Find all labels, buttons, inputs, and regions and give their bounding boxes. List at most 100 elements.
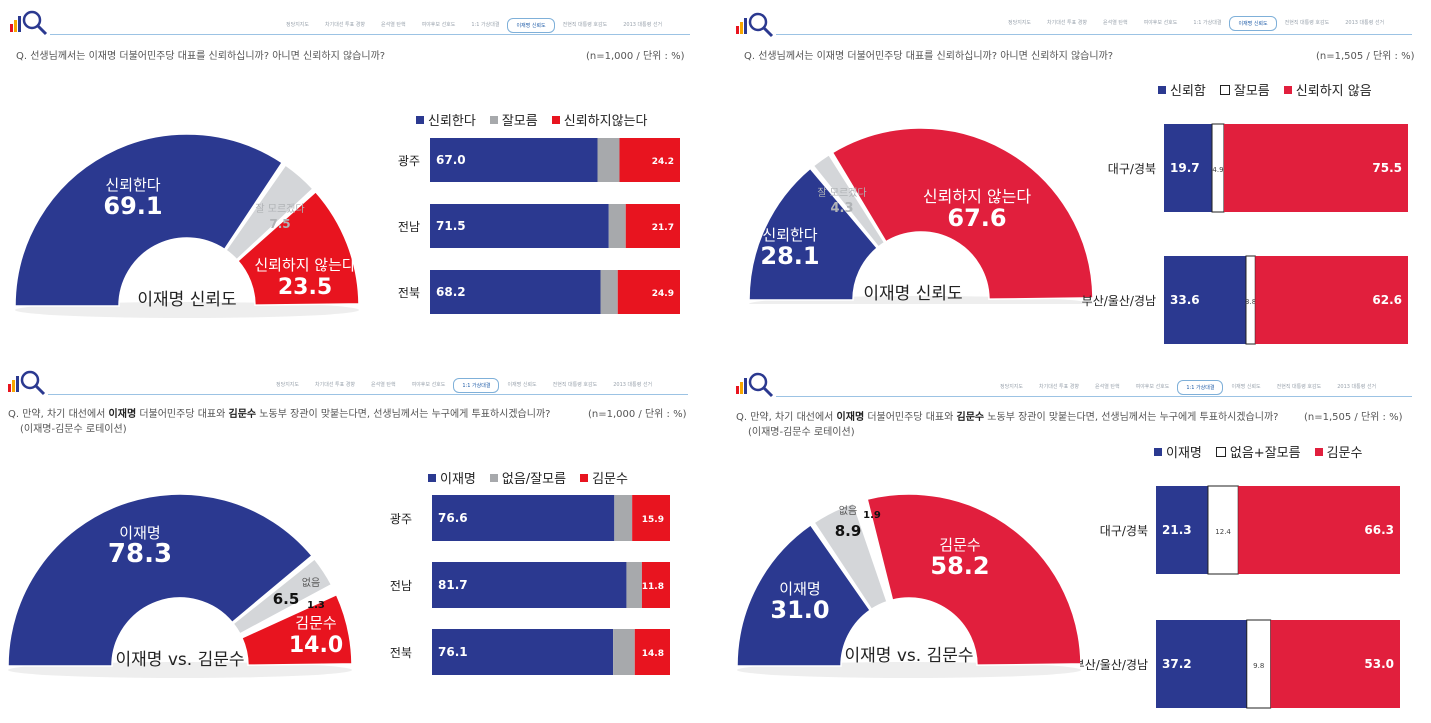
nav-tab[interactable]: 이재명 신뢰도 bbox=[507, 18, 555, 33]
nav-tab[interactable]: 전현직 대통령 호감도 bbox=[1276, 384, 1322, 390]
bar-segment bbox=[614, 495, 633, 541]
donut-label: 김문수 bbox=[295, 614, 336, 632]
legend-item: 신뢰하지 않음 bbox=[1283, 80, 1372, 99]
nav-tab[interactable]: 2013 대통령 선거 bbox=[623, 22, 663, 28]
legend-item: 이재명 bbox=[428, 468, 476, 487]
nav-tab[interactable]: 1:1 가상대결 bbox=[1193, 20, 1222, 26]
bar-value-label: 62.6 bbox=[1372, 293, 1402, 307]
donut-slice bbox=[239, 587, 336, 638]
nav-tab[interactable]: 정당지지도 bbox=[276, 382, 300, 388]
nav-tab[interactable]: 1:1 가상대결 bbox=[1177, 380, 1224, 395]
nav-tab[interactable]: 이재명 신뢰도 bbox=[507, 382, 537, 388]
nav-tab[interactable]: 차기대선 투표 경향 bbox=[325, 22, 365, 28]
nav-tab[interactable]: 2013 대통령 선거 bbox=[1345, 20, 1385, 26]
bar-segment bbox=[1156, 486, 1208, 574]
donut-label: 이재명 bbox=[779, 580, 820, 598]
sample-meta: (n=1,505 / 단위 : %) bbox=[1304, 412, 1403, 423]
donut-label: 이재명 bbox=[119, 524, 160, 542]
bar-segment bbox=[430, 204, 609, 248]
legend-item: 김문수 bbox=[1314, 442, 1363, 461]
bar-value-label: 33.6 bbox=[1170, 293, 1200, 307]
donut-slice bbox=[748, 167, 879, 301]
bar-category-label: 전북 bbox=[390, 646, 412, 660]
nav-tab[interactable]: 전현직 대통령 호감도 bbox=[562, 22, 608, 28]
sample-meta: (n=1,000 / 단위 : %) bbox=[588, 409, 687, 420]
nav-tab[interactable]: 윤석열 탄핵 bbox=[1095, 384, 1120, 390]
question-part: 노동부 장관이 맞붙는다면, 선생님께서는 누구에게 투표하시겠습니까? bbox=[984, 412, 1279, 423]
bar-segment bbox=[625, 204, 680, 248]
legend-item: 신뢰하지않는다 bbox=[551, 110, 647, 129]
bar-segment bbox=[608, 204, 626, 248]
logo-magnifier-icon bbox=[10, 10, 48, 36]
bar-value-label: 14.8 bbox=[642, 649, 664, 659]
legend-label: 잘모름 bbox=[501, 114, 538, 129]
legend-swatch bbox=[416, 115, 424, 124]
bar-segment bbox=[632, 495, 670, 541]
donut-slice bbox=[831, 127, 1094, 300]
legend-label: 잘모름 bbox=[1233, 84, 1270, 99]
logo-magnifier-icon bbox=[736, 372, 774, 398]
bar-segment bbox=[1238, 486, 1400, 574]
bar-segment bbox=[617, 270, 680, 314]
nav-tab[interactable]: 2013 대통령 선거 bbox=[1337, 384, 1377, 390]
donut-slice bbox=[856, 499, 892, 603]
bar-segment bbox=[1207, 485, 1239, 575]
nav-tab[interactable]: 전현직 대통령 호감도 bbox=[1284, 20, 1330, 26]
donut-slice bbox=[224, 163, 314, 261]
nav-tab[interactable]: 여야후보 선호도 bbox=[411, 382, 446, 388]
header-rule bbox=[776, 396, 1412, 397]
bar-value-label: 21.7 bbox=[652, 223, 674, 233]
nav-tab[interactable]: 여야후보 선호도 bbox=[1135, 384, 1170, 390]
bar-legend: 신뢰함 잘모름 신뢰하지 않음 bbox=[1158, 80, 1372, 99]
bar-segment bbox=[634, 629, 670, 675]
nav-tab[interactable]: 정당지지도 bbox=[1000, 384, 1024, 390]
legend-label: 없음/잘모름 bbox=[501, 472, 567, 487]
bar-segment bbox=[1223, 124, 1408, 212]
bar-value-label: 4.9 bbox=[1212, 166, 1223, 174]
bar-category-label: 광주 bbox=[390, 512, 412, 526]
nav-tab[interactable]: 1:1 가상대결 bbox=[453, 378, 500, 393]
donut-value: 23.5 bbox=[278, 275, 332, 300]
panel-top-left: 정당지지도 차기대선 투표 경향 윤석열 탄핵 여야후보 선호도 1:1 가상대결 이재명… bbox=[0, 0, 706, 356]
donut-center-label: 이재명 vs. 김문수 bbox=[844, 646, 974, 666]
nav-tab[interactable]: 차기대선 투표 경향 bbox=[315, 382, 355, 388]
donut-label: 잘 모르겠다 bbox=[255, 203, 304, 215]
legend-label: 김문수 bbox=[1326, 446, 1363, 461]
question-text: Q. 선생님께서는 이재명 더불어민주당 대표를 신뢰하십니까? 아니면 신뢰하… bbox=[16, 51, 386, 62]
nav-tab[interactable]: 차기대선 투표 경향 bbox=[1047, 20, 1087, 26]
question-text: Q. 만약, 차기 대선에서 이재명 더불어민주당 대표와 김문수 노동부 장관… bbox=[8, 405, 550, 420]
nav-tab[interactable]: 윤석열 탄핵 bbox=[381, 22, 406, 28]
question-subtext: (이재명-김문수 로테이션) bbox=[20, 424, 127, 435]
nav-tab[interactable]: 여야후보 선호도 bbox=[421, 22, 456, 28]
nav-tab[interactable]: 윤석열 탄핵 bbox=[371, 382, 396, 388]
nav-tab[interactable]: 차기대선 투표 경향 bbox=[1039, 384, 1079, 390]
bar-value-label: 3.8 bbox=[1245, 298, 1256, 306]
nav-tab[interactable]: 2013 대통령 선거 bbox=[613, 382, 653, 388]
bar-value-label: 81.7 bbox=[438, 578, 468, 592]
nav-tab[interactable]: 여야후보 선호도 bbox=[1143, 20, 1178, 26]
nav-tab[interactable]: 이재명 신뢰도 bbox=[1229, 16, 1277, 31]
nav-tab[interactable]: 정당지지도 bbox=[1008, 20, 1032, 26]
legend-swatch bbox=[1314, 447, 1323, 456]
bar-segment bbox=[432, 629, 614, 675]
legend-item: 신뢰한다 bbox=[416, 110, 476, 129]
nav-tab[interactable]: 1:1 가상대결 bbox=[471, 22, 500, 28]
bar-segment bbox=[430, 270, 601, 314]
bar-value-label: 19.7 bbox=[1170, 161, 1200, 175]
bar-category-label: 부산/울산/경남 bbox=[1080, 658, 1148, 672]
panel-top-right: 정당지지도 차기대선 투표 경향 윤석열 탄핵 여야후보 선호도 1:1 가상대결 이재명… bbox=[724, 0, 1431, 356]
nav-tab[interactable]: 전현직 대통령 호감도 bbox=[552, 382, 598, 388]
legend-swatch bbox=[1283, 85, 1292, 94]
donut-slice bbox=[736, 523, 872, 667]
bar-value-label: 21.3 bbox=[1162, 523, 1192, 537]
nav-tab[interactable]: 이재명 신뢰도 bbox=[1231, 384, 1261, 390]
legend-item: 신뢰함 bbox=[1158, 80, 1206, 99]
bar-value-label: 24.2 bbox=[652, 157, 674, 167]
nav-tab[interactable]: 정당지지도 bbox=[286, 22, 310, 28]
nav-tab[interactable]: 윤석열 탄핵 bbox=[1103, 20, 1128, 26]
donut-slice bbox=[232, 557, 333, 635]
bar-value-label: 15.9 bbox=[642, 515, 664, 525]
bar-segment bbox=[1211, 123, 1225, 213]
donut-value: 69.1 bbox=[103, 192, 162, 220]
